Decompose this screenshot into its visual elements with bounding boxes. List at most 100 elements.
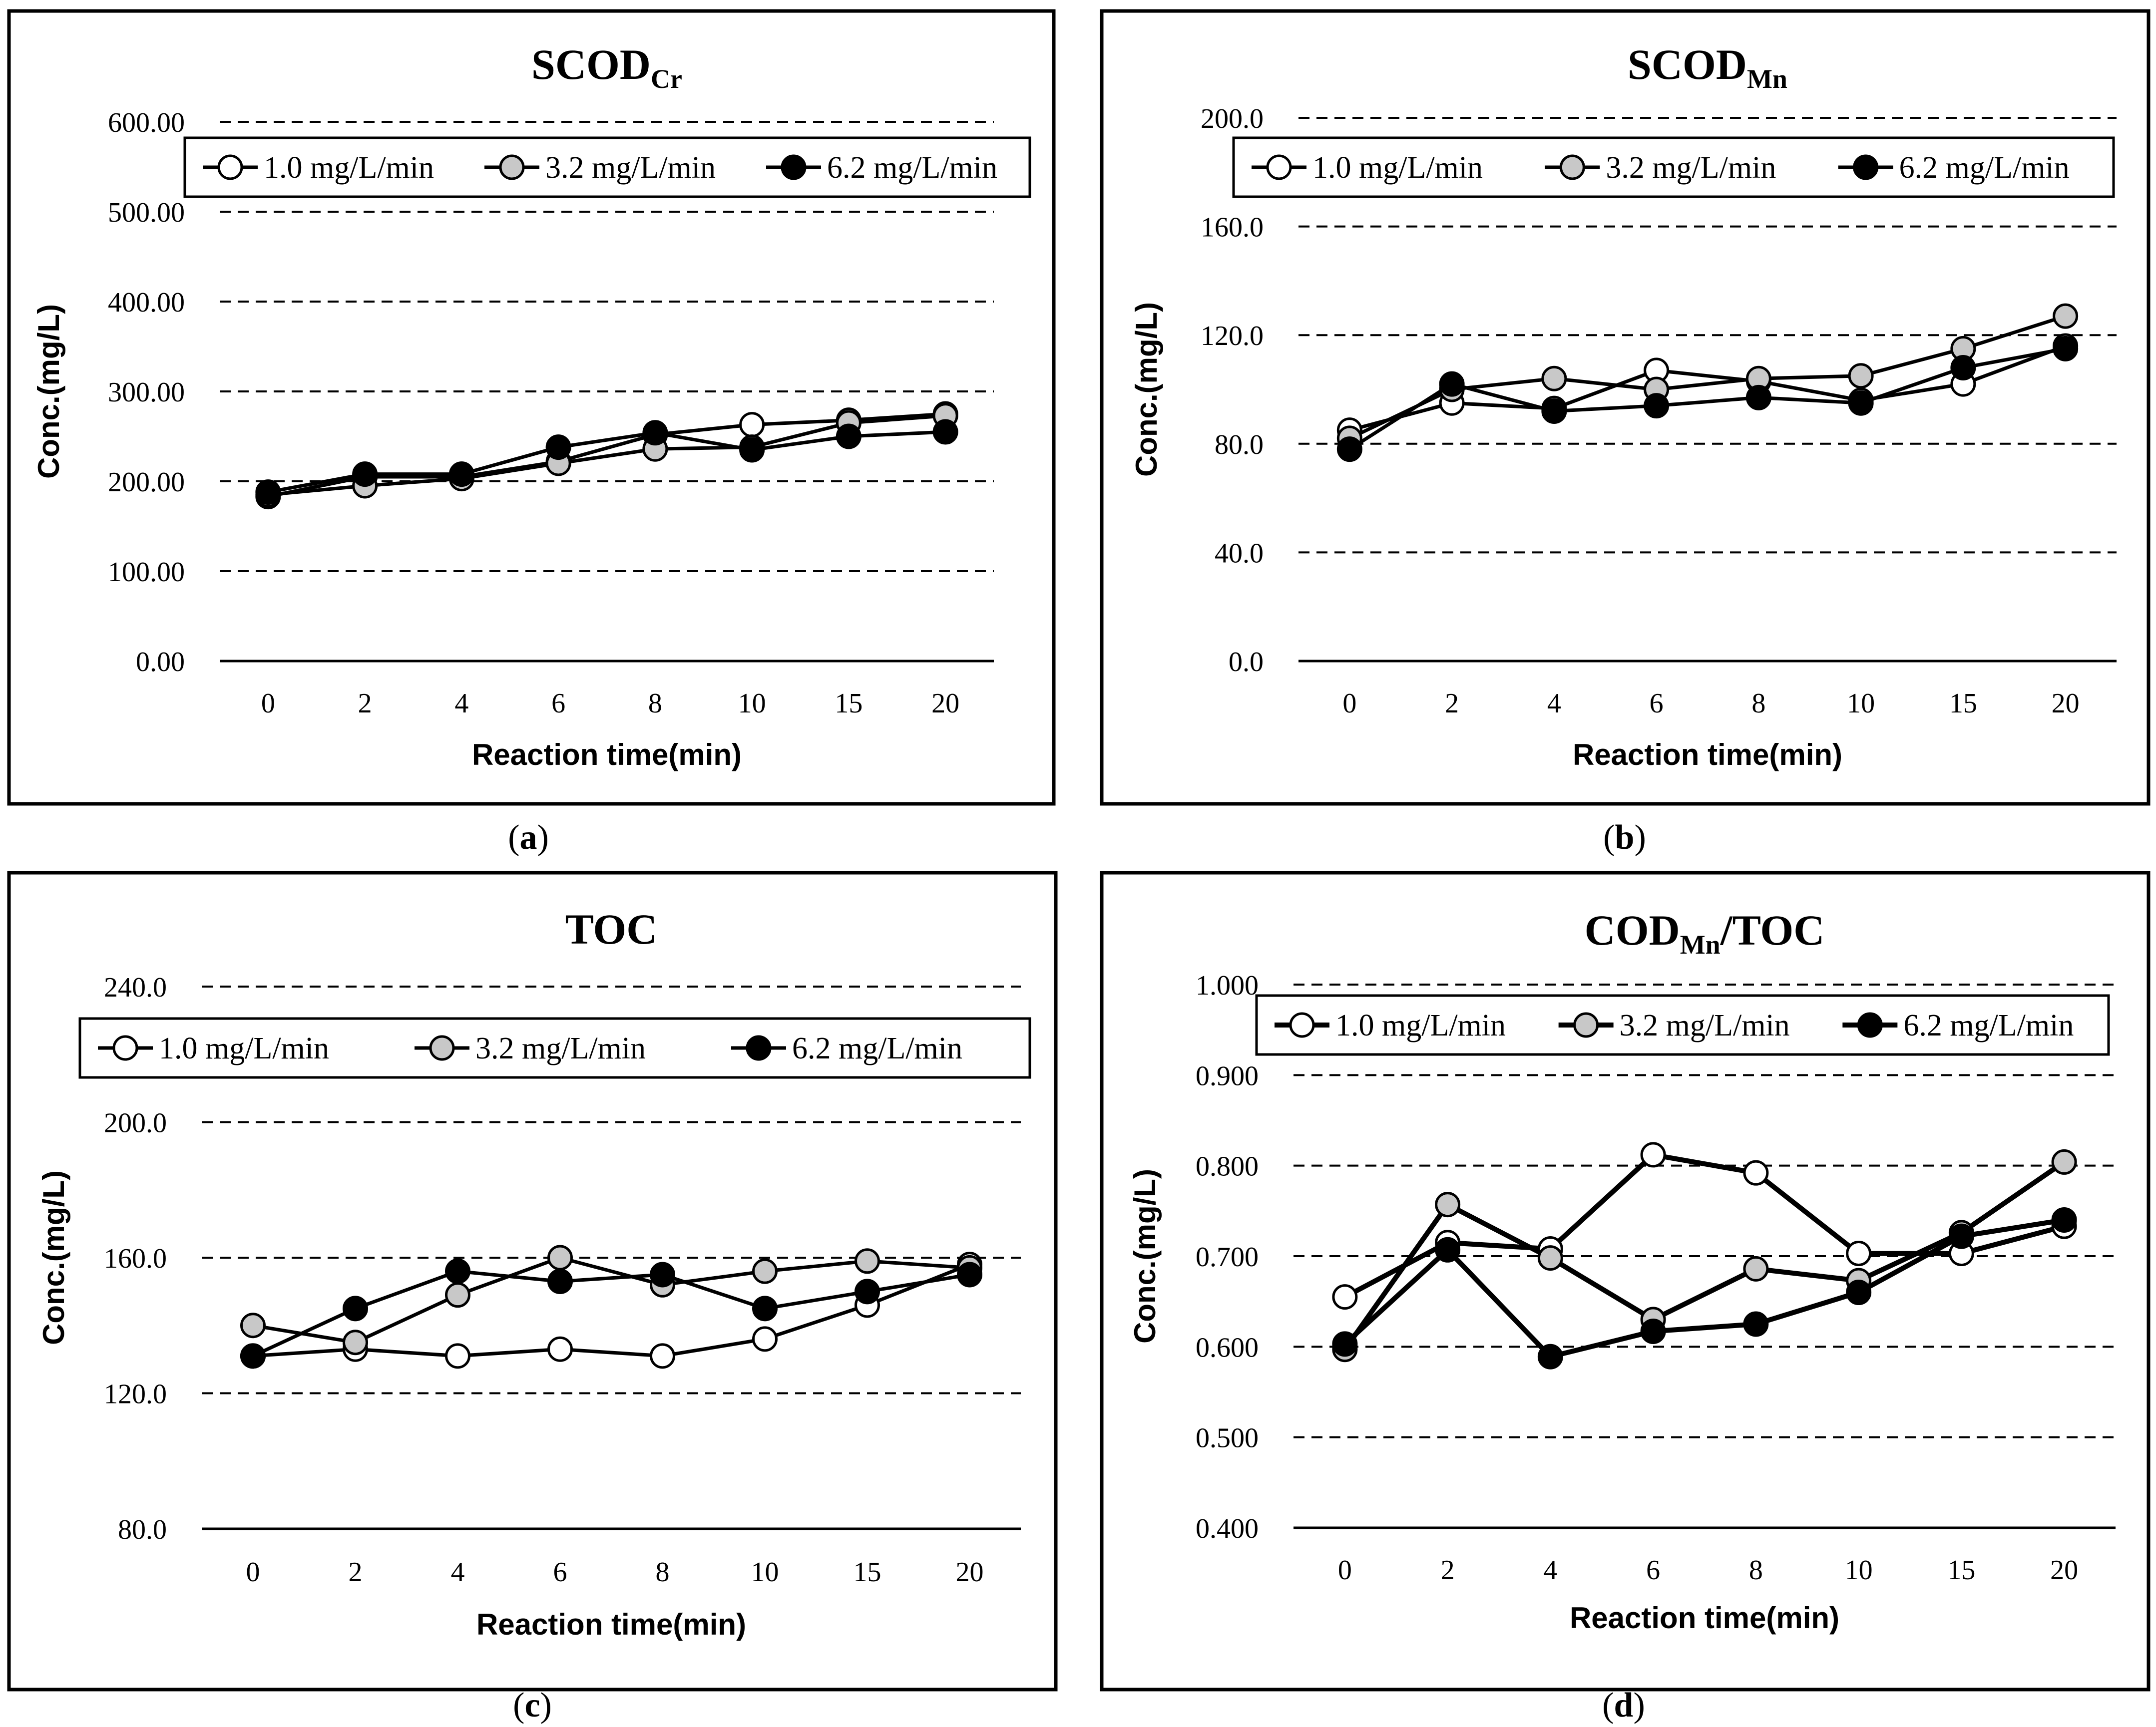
x-tick-label: 6	[551, 688, 565, 719]
chart-title: CODMn/TOC	[1585, 906, 1825, 960]
data-point	[445, 1258, 470, 1284]
y-tick-label: 40.0	[1215, 538, 1264, 569]
legend-label: 1.0 mg/L/min	[1312, 151, 1483, 185]
x-tick-label: 6	[553, 1557, 567, 1588]
y-tick-label: 120.0	[104, 1379, 167, 1410]
x-tick-label: 20	[2050, 1555, 2078, 1586]
data-point	[1846, 1241, 1872, 1267]
y-tick-label: 400.00	[108, 287, 185, 318]
legend-marker	[1559, 154, 1585, 180]
data-point	[1541, 398, 1567, 424]
data-point	[1950, 354, 1976, 380]
y-tick-label: 160.0	[1201, 212, 1264, 243]
data-point	[547, 1336, 573, 1362]
x-tick-label: 4	[451, 1557, 465, 1588]
x-tick-label: 8	[648, 688, 662, 719]
data-point	[1848, 390, 1874, 416]
legend-label: 6.2 mg/L/min	[1899, 151, 2070, 185]
x-tick-label: 15	[835, 688, 862, 719]
x-tick-label: 4	[1547, 688, 1561, 719]
x-tick-label: 10	[1847, 688, 1875, 719]
legend-marker	[1266, 154, 1292, 180]
x-tick-label: 4	[1543, 1555, 1557, 1586]
chart-d: CODMn/TOC 0.400 0.500 0.600 0.700 0.800 0.900 1…	[1100, 871, 2151, 1725]
series-line	[268, 414, 946, 497]
series-line	[1343, 1152, 2065, 1300]
y-tick-label: 200.00	[108, 467, 185, 498]
data-point	[855, 1279, 880, 1305]
series-line	[1348, 346, 2066, 451]
data-point	[642, 420, 668, 446]
data-point	[855, 1248, 880, 1274]
data-point	[1640, 1319, 1666, 1345]
chart-title: SCODMn	[1628, 40, 1787, 94]
y-tick-label: 80.0	[1215, 429, 1264, 460]
y-tick-label: 0.400	[1196, 1513, 1259, 1544]
y-tick-label: 500.00	[108, 197, 185, 228]
legend-box	[78, 1017, 1031, 1079]
legend-marker	[781, 154, 807, 180]
legend-box	[1232, 136, 2115, 198]
x-tick-label: 2	[1441, 1555, 1455, 1586]
legend-label: 1.0 mg/L/min	[1335, 1009, 1506, 1042]
data-point	[352, 461, 378, 487]
legend-label: 3.2 mg/L/min	[475, 1032, 646, 1065]
data-point	[1332, 1331, 1358, 1357]
x-tick-label: 20	[956, 1557, 984, 1588]
legend-marker	[1857, 1012, 1883, 1038]
panel-caption: (d)	[1602, 1686, 1645, 1725]
x-tick-label: 6	[1646, 1555, 1660, 1586]
data-point	[1644, 393, 1670, 419]
chart-c: TOC 80.0 120.0 160.0 200.0 240.0 0 2 4 6 8 10 15 20 Re…	[7, 871, 1058, 1725]
data-point	[1537, 1344, 1563, 1370]
chart-frame	[7, 871, 1058, 1692]
data-point	[2053, 336, 2079, 361]
x-tick-label: 15	[854, 1557, 881, 1588]
y-tick-label: 0.0	[1229, 647, 1264, 678]
legend-marker	[1573, 1012, 1599, 1038]
data-point	[240, 1343, 266, 1369]
data-point	[1743, 1256, 1769, 1282]
chart-b: SCODMn 0.0 40.0 80.0 120.0 160.0 200.0 0 2 4 6 8 10 1…	[1100, 9, 2151, 857]
series-line	[268, 412, 946, 499]
x-tick-label: 4	[454, 688, 468, 719]
y-tick-label: 0.800	[1196, 1151, 1259, 1182]
y-tick-label: 0.00	[136, 647, 185, 678]
series-line	[1343, 1217, 2065, 1360]
y-tick-label: 600.00	[108, 107, 185, 138]
data-point	[932, 419, 958, 445]
data-point	[343, 1296, 368, 1322]
x-tick-label: 0	[246, 1557, 260, 1588]
data-point	[1435, 1192, 1461, 1218]
data-point	[1948, 1223, 1974, 1249]
legend-marker	[112, 1035, 138, 1061]
chart-title: SCODCr	[531, 40, 682, 94]
x-axis-label: Reaction time(min)	[1570, 1601, 1839, 1635]
legend-label: 3.2 mg/L/min	[1620, 1009, 1790, 1042]
x-tick-label: 2	[1445, 688, 1459, 719]
data-point	[2051, 1207, 2077, 1233]
y-axis-label: Conc.(mg/L)	[1130, 302, 1163, 477]
data-point	[1439, 371, 1465, 397]
y-axis-label: Conc.(mg/L)	[1128, 1169, 1162, 1344]
data-point	[957, 1262, 982, 1288]
data-point	[1848, 363, 1874, 389]
x-tick-label: 0	[1338, 1555, 1352, 1586]
y-tick-label: 160.0	[104, 1243, 167, 1274]
legend-label: 1.0 mg/L/min	[264, 151, 434, 185]
data-point	[1537, 1245, 1563, 1271]
data-point	[2053, 303, 2079, 329]
data-point	[739, 412, 765, 438]
data-point	[650, 1262, 675, 1288]
panel-caption: (c)	[513, 1686, 552, 1725]
x-tick-label: 8	[1749, 1555, 1763, 1586]
series-line	[268, 430, 946, 494]
y-axis-label: Conc.(mg/L)	[37, 1170, 70, 1345]
x-axis-label: Reaction time(min)	[476, 1608, 746, 1641]
data-point	[739, 437, 765, 463]
legend-label: 6.2 mg/L/min	[792, 1032, 962, 1065]
y-axis-label: Conc.(mg/L)	[32, 304, 65, 479]
x-tick-label: 2	[358, 688, 372, 719]
data-point	[752, 1326, 778, 1352]
